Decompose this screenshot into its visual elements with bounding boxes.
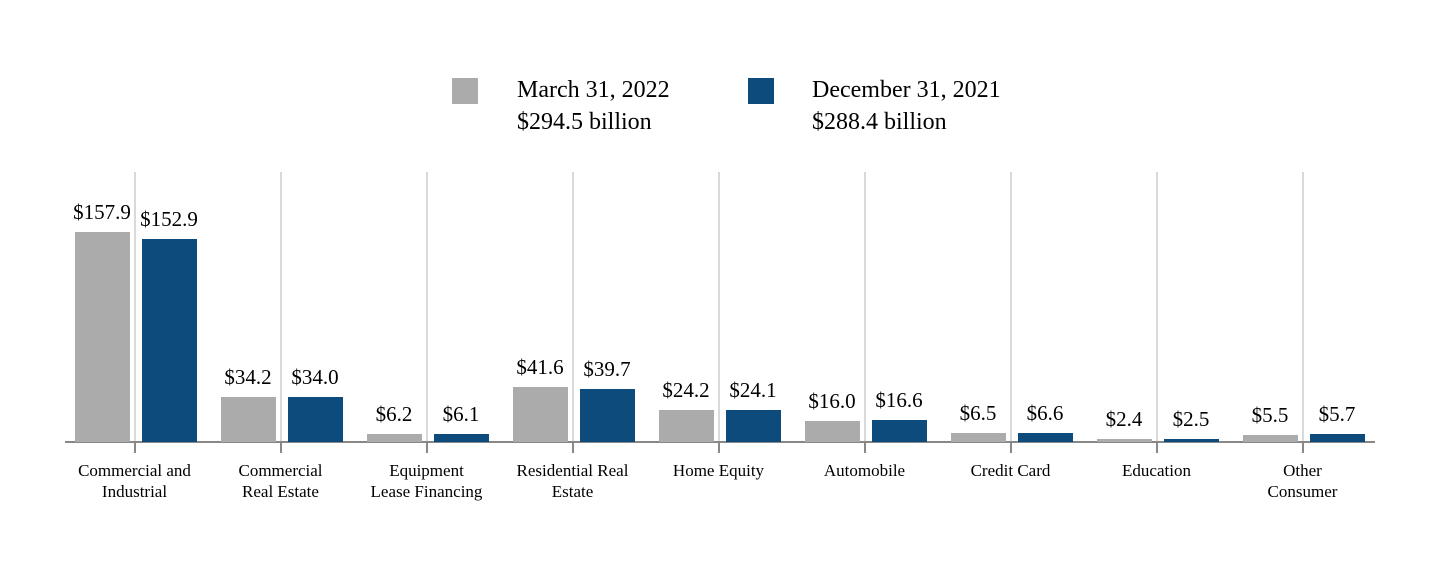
bar-march-31-2022-residential-real-estate — [512, 387, 568, 442]
bar-march-31-2022-other-consumer — [1242, 435, 1298, 442]
bar-december-31-2021-home-equity — [725, 410, 781, 442]
gridline — [279, 172, 282, 441]
legend-swatch-march-31-2022 — [452, 78, 478, 104]
category-label-equipment-lease-financing: Equipment Lease Financing — [370, 461, 483, 501]
bar-december-31-2021-other-consumer — [1309, 434, 1365, 442]
axis-tick — [1301, 443, 1304, 453]
bar-december-31-2021-commercial-and-industrial — [141, 239, 197, 442]
legend-total: $288.4 billion — [812, 109, 947, 135]
bar-december-31-2021-equipment-lease-financing — [433, 434, 489, 442]
value-label-march-31-2022-other-consumer: $5.5 — [1251, 403, 1289, 427]
axis-tick — [133, 443, 136, 453]
bar-march-31-2022-commercial-and-industrial — [74, 232, 130, 442]
value-label-december-31-2021-credit-card: $6.6 — [1026, 401, 1064, 425]
axis-tick — [863, 443, 866, 453]
gridline — [133, 172, 136, 441]
axis-tick — [425, 443, 428, 453]
category-label-commercial-real-estate: Commercial Real Estate — [238, 461, 323, 501]
value-label-march-31-2022-automobile: $16.0 — [808, 389, 856, 413]
category-label-other-consumer: Other Consumer — [1267, 461, 1338, 501]
value-label-december-31-2021-commercial-and-industrial: $152.9 — [140, 207, 198, 231]
gridline — [571, 172, 574, 441]
gridline — [717, 172, 720, 441]
gridline — [1009, 172, 1012, 441]
value-label-march-31-2022-commercial-and-industrial: $157.9 — [73, 200, 131, 224]
legend-entry-march-31-2022: March 31, 2022 $294.5 billion — [452, 77, 670, 138]
gridline — [1301, 172, 1304, 441]
value-label-march-31-2022-equipment-lease-financing: $6.2 — [375, 402, 413, 426]
x-axis-line — [65, 441, 1375, 443]
category-label-home-equity: Home Equity — [672, 461, 765, 480]
bar-december-31-2021-credit-card — [1017, 433, 1073, 442]
legend-entry-december-31-2021: December 31, 2021 $288.4 billion — [748, 77, 1001, 138]
legend-label: March 31, 2022 — [517, 77, 670, 103]
category-label-automobile: Automobile — [823, 461, 906, 480]
axis-tick — [1009, 443, 1012, 453]
value-label-december-31-2021-home-equity: $24.1 — [729, 378, 777, 402]
axis-tick — [717, 443, 720, 453]
axis-tick — [279, 443, 282, 453]
value-label-march-31-2022-education: $2.4 — [1105, 407, 1143, 431]
axis-tick — [1155, 443, 1158, 453]
category-label-commercial-and-industrial: Commercial and Industrial — [78, 461, 191, 501]
gridline — [863, 172, 866, 441]
legend-text-december-31-2021: December 31, 2021 $288.4 billion — [812, 74, 1001, 138]
bar-december-31-2021-education — [1163, 439, 1219, 442]
bar-december-31-2021-commercial-real-estate — [287, 397, 343, 442]
bar-december-31-2021-residential-real-estate — [579, 389, 635, 442]
legend-label: December 31, 2021 — [812, 77, 1001, 103]
category-label-credit-card: Credit Card — [970, 461, 1051, 480]
value-label-march-31-2022-residential-real-estate: $41.6 — [516, 355, 564, 379]
legend-swatch-december-31-2021 — [748, 78, 774, 104]
value-label-december-31-2021-residential-real-estate: $39.7 — [583, 357, 631, 381]
axis-tick — [571, 443, 574, 453]
value-label-december-31-2021-equipment-lease-financing: $6.1 — [442, 402, 480, 426]
bar-march-31-2022-education — [1096, 439, 1152, 442]
legend-text-march-31-2022: March 31, 2022 $294.5 billion — [517, 74, 670, 138]
gridline — [425, 172, 428, 441]
value-label-december-31-2021-other-consumer: $5.7 — [1318, 402, 1356, 426]
value-label-march-31-2022-home-equity: $24.2 — [662, 378, 710, 402]
legend-total: $294.5 billion — [517, 109, 652, 135]
bar-march-31-2022-credit-card — [950, 433, 1006, 442]
gridline — [1155, 172, 1158, 441]
value-label-december-31-2021-commercial-real-estate: $34.0 — [291, 365, 339, 389]
category-label-education: Education — [1122, 461, 1191, 480]
value-label-december-31-2021-automobile: $16.6 — [875, 388, 923, 412]
category-label-residential-real-estate: Residential Real Estate — [516, 461, 629, 501]
bar-march-31-2022-automobile — [804, 421, 860, 442]
bar-march-31-2022-equipment-lease-financing — [366, 434, 422, 442]
bar-december-31-2021-automobile — [871, 420, 927, 442]
bar-march-31-2022-home-equity — [658, 410, 714, 442]
value-label-march-31-2022-credit-card: $6.5 — [959, 401, 997, 425]
value-label-march-31-2022-commercial-real-estate: $34.2 — [224, 365, 272, 389]
bar-march-31-2022-commercial-real-estate — [220, 397, 276, 442]
value-label-december-31-2021-education: $2.5 — [1172, 407, 1210, 431]
